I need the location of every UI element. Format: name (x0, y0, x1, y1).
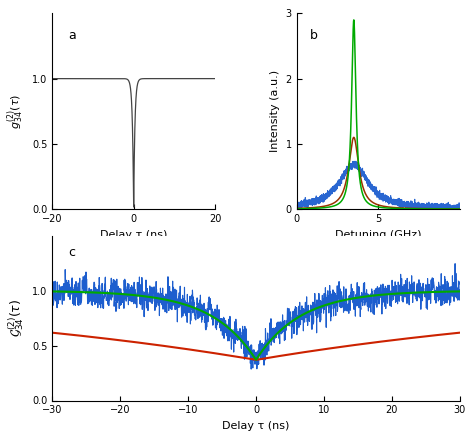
Text: b: b (310, 29, 318, 42)
X-axis label: Detuning (GHz): Detuning (GHz) (335, 230, 421, 239)
Y-axis label: Intensity (a.u.): Intensity (a.u.) (270, 70, 280, 152)
X-axis label: Delay τ (ns): Delay τ (ns) (222, 421, 290, 431)
X-axis label: Delay τ (ns): Delay τ (ns) (100, 230, 167, 239)
Text: a: a (68, 29, 76, 42)
Y-axis label: $\mathcal{G}_{34}^{(2)}(\tau)$: $\mathcal{G}_{34}^{(2)}(\tau)$ (7, 299, 27, 337)
Text: c: c (68, 246, 75, 259)
Y-axis label: $g_{34}^{(2)}(\tau)$: $g_{34}^{(2)}(\tau)$ (6, 93, 27, 129)
